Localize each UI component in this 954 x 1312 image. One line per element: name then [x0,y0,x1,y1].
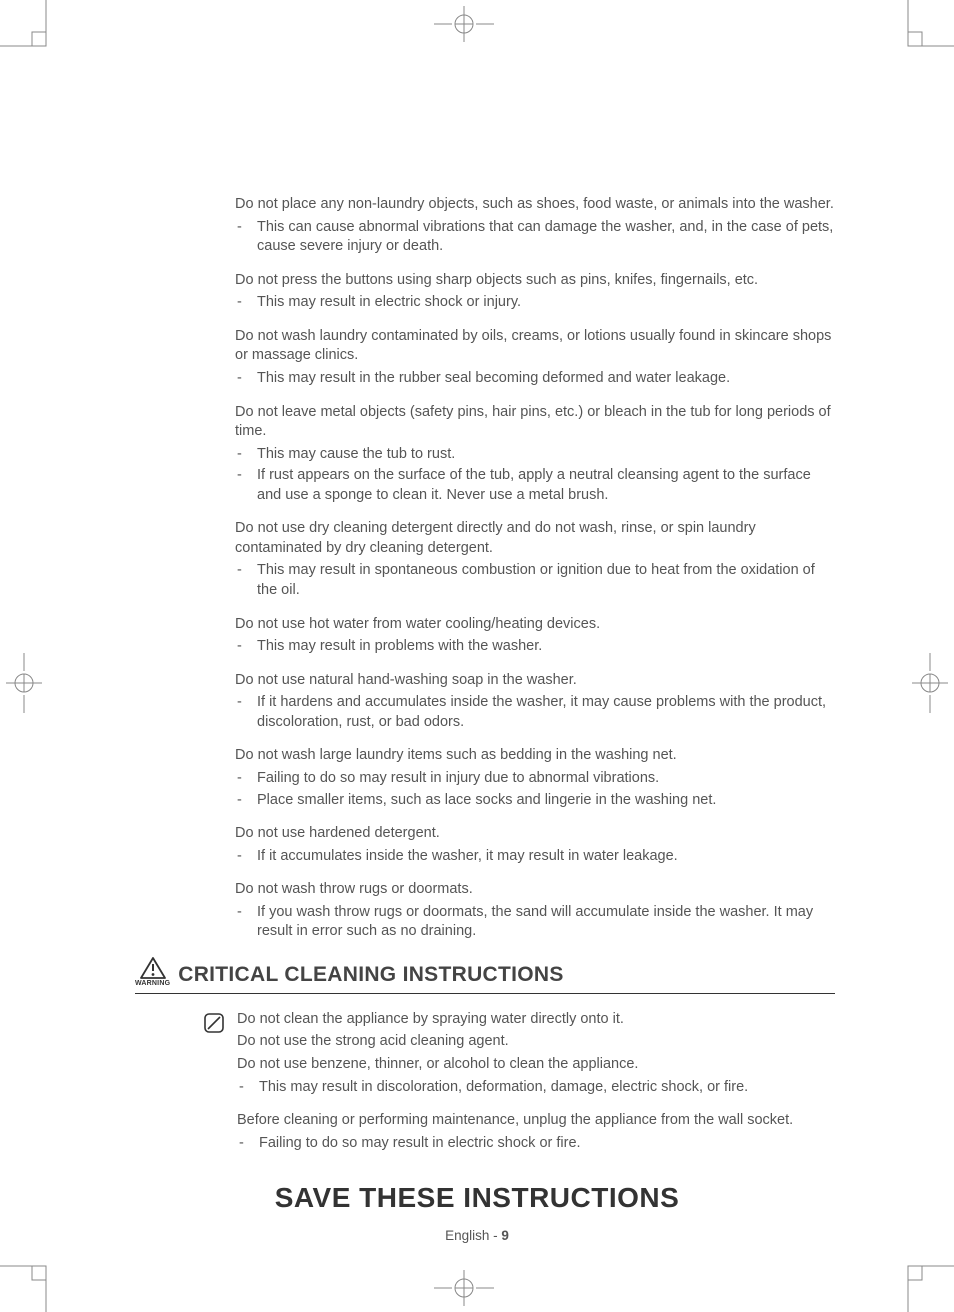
warning-bullets: This may result in spontaneous combustio… [235,561,835,600]
warning-bullet: If it hardens and accumulates inside the… [235,693,835,732]
warning-lead: Do not use dry cleaning detergent direct… [235,519,835,558]
warning-bullets: This can cause abnormal vibrations that … [235,218,835,257]
cleaning-bullets: Failing to do so may result in electric … [237,1134,835,1154]
warning-bullet: This may result in electric shock or inj… [235,293,835,313]
cleaning-lead: Do not clean the appliance by spraying w… [237,1010,835,1030]
section-header: WARNING CRITICAL CLEANING INSTRUCTIONS [135,956,835,994]
footer-page-number: 9 [501,1228,509,1243]
warning-lead: Do not use hot water from water cooling/… [235,615,835,635]
warning-label: WARNING [135,980,170,987]
warning-lead: Do not use hardened detergent. [235,824,835,844]
warning-triangle-icon [139,956,167,980]
page-content: Do not place any non-laundry objects, su… [135,195,835,1167]
cleaning-lead: Do not use the strong acid cleaning agen… [237,1032,835,1052]
prohibit-icon [203,1012,225,1167]
warning-bullet: This may cause the tub to rust. [235,445,835,465]
warning-icon-wrap: WARNING [135,956,170,987]
warning-lead: Do not press the buttons using sharp obj… [235,271,835,291]
section-title: CRITICAL CLEANING INSTRUCTIONS [178,963,563,987]
warning-lead: Do not leave metal objects (safety pins,… [235,403,835,442]
warning-bullet: Place smaller items, such as lace socks … [235,791,835,811]
warning-lead: Do not wash throw rugs or doormats. [235,880,835,900]
warning-lead: Do not wash laundry contaminated by oils… [235,327,835,366]
warning-lead: Do not place any non-laundry objects, su… [235,195,835,215]
warning-bullet: This may result in spontaneous combustio… [235,561,835,600]
cleaning-bullet: Failing to do so may result in electric … [237,1134,835,1154]
warning-bullet: If it accumulates inside the washer, it … [235,847,835,867]
warning-lead: Do not wash large laundry items such as … [235,746,835,766]
cleaning-content: Do not clean the appliance by spraying w… [237,1010,835,1167]
warning-bullets: If it hardens and accumulates inside the… [235,693,835,732]
footer-language: English [445,1228,489,1243]
footer-separator: - [489,1228,501,1243]
warning-bullets: This may result in the rubber seal becom… [235,369,835,389]
warning-bullets: Failing to do so may result in injury du… [235,769,835,810]
warning-lead: Do not use natural hand-washing soap in … [235,671,835,691]
warning-bullet: If you wash throw rugs or doormats, the … [235,903,835,942]
warning-bullet: This may result in the rubber seal becom… [235,369,835,389]
cleaning-bullet: This may result in discoloration, deform… [237,1078,835,1098]
warning-bullets: If you wash throw rugs or doormats, the … [235,903,835,942]
warnings-block: Do not place any non-laundry objects, su… [235,195,835,942]
warning-bullet: This can cause abnormal vibrations that … [235,218,835,257]
cleaning-lead: Before cleaning or performing maintenanc… [237,1111,835,1131]
save-instructions-title: SAVE THESE INSTRUCTIONS [0,1182,954,1214]
warning-bullets: If it accumulates inside the washer, it … [235,847,835,867]
warning-bullet: Failing to do so may result in injury du… [235,769,835,789]
warning-bullets: This may result in electric shock or inj… [235,293,835,313]
warning-bullet: This may result in problems with the was… [235,637,835,657]
warning-bullets: This may cause the tub to rust. If rust … [235,445,835,506]
warning-bullet: If rust appears on the surface of the tu… [235,466,835,505]
warning-bullets: This may result in problems with the was… [235,637,835,657]
cleaning-lead: Do not use benzene, thinner, or alcohol … [237,1055,835,1075]
cleaning-bullets: This may result in discoloration, deform… [237,1078,835,1098]
cleaning-block: Do not clean the appliance by spraying w… [203,1010,835,1167]
page-footer: English - 9 [0,1228,954,1243]
